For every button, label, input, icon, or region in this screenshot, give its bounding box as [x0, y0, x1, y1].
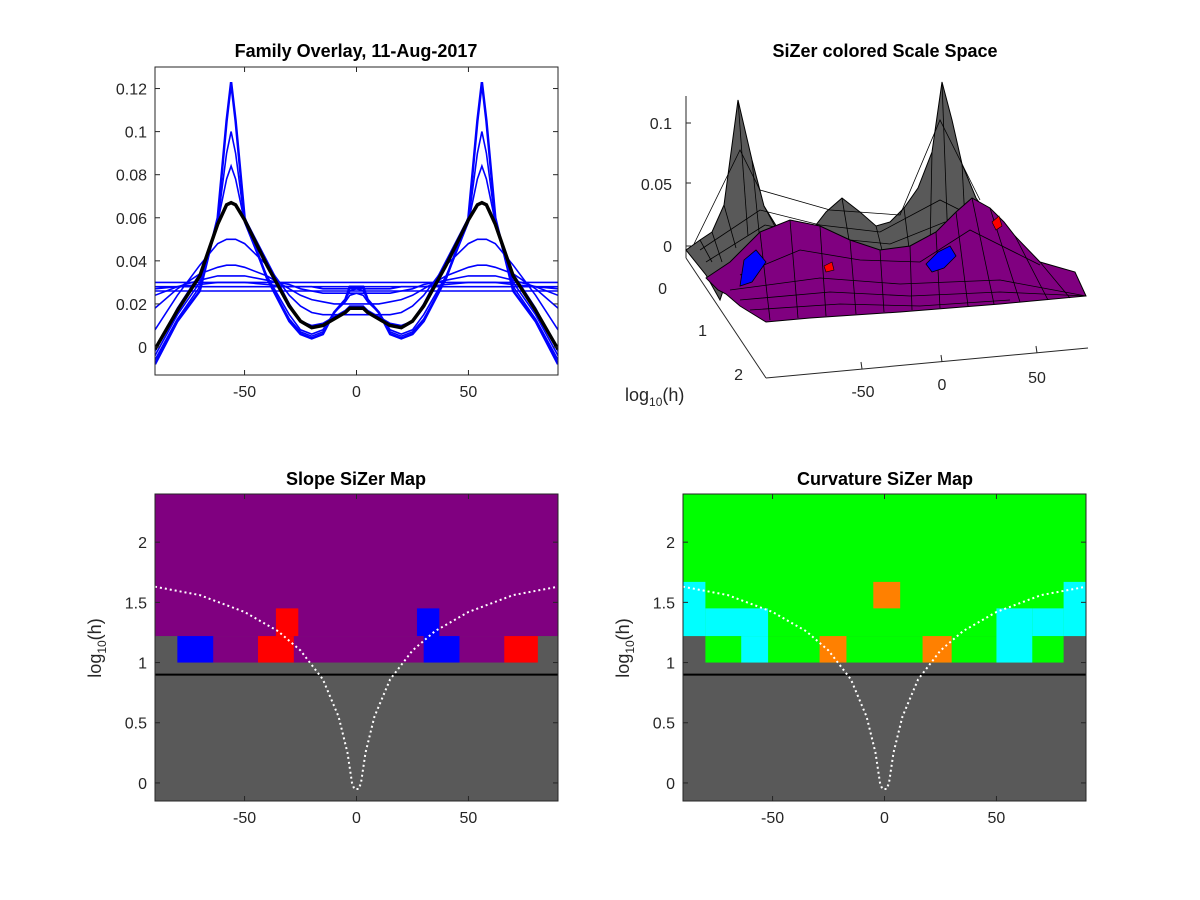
scale-space-y-axis [685, 257, 767, 379]
scale-space-y-tick-label: 1 [698, 323, 707, 340]
slope-sizer-y-tick-label: 2 [138, 535, 147, 552]
overlay-highlight-line [155, 200, 558, 351]
family-overlay-axes: -50 0 50 0 0.02 0.04 0.06 0.08 0.1 0.12 [116, 66, 559, 401]
scale-space-y-label: log10(h) [625, 385, 684, 409]
slope-sizer-panel: Slope SiZer Map -50 0 50 0 0.5 1 1.5 2 log10(h) [85, 469, 559, 827]
scale-space-z-tick-label: 0.05 [641, 177, 672, 194]
slope-sizer-y-tick-label: 0.5 [125, 716, 147, 733]
curvature-sizer-dotted-curve [683, 585, 1086, 790]
scale-space-x-tick-label: 50 [1028, 370, 1046, 387]
curvature-sizer-title: Curvature SiZer Map [797, 469, 973, 489]
curvature-sizer-y-label: log10(h) [613, 618, 637, 677]
slope-sizer-y-tick-label: 1 [138, 656, 147, 673]
scale-space-surface [685, 81, 1087, 323]
family-overlay-panel: Family Overlay, 11-Aug-2017 -50 0 50 0 0.02 0… [116, 41, 559, 401]
slope-sizer-cell-red [504, 636, 538, 663]
slope-sizer-x-tick-label: -50 [233, 810, 256, 827]
scale-space-y-ticks: 0 1 2 [658, 281, 743, 384]
scale-space-y-tick-label: 0 [658, 281, 667, 298]
curvature-sizer-cell-orange [922, 636, 952, 663]
overlay-series-line [155, 264, 558, 309]
family-overlay-lines [155, 81, 558, 365]
slope-sizer-dotted-curve [155, 585, 558, 790]
scale-space-x-axis [765, 347, 1089, 379]
curvature-sizer-panel: Curvature SiZer Map -50 0 50 0 0.5 1 1.5 2 log1… [613, 469, 1087, 827]
scale-space-z-ticks: 0 0.05 0.1 [641, 116, 691, 256]
slope-sizer-cell-red [275, 608, 299, 637]
scale-space-x-tick-label: -50 [851, 384, 874, 401]
overlay-series-line [155, 275, 558, 297]
scale-space-x-tick-label: 0 [938, 377, 947, 394]
family-overlay-title: Family Overlay, 11-Aug-2017 [235, 41, 478, 61]
slope-sizer-x-tick-label: 50 [460, 810, 478, 827]
scale-space-z-tick-label: 0.1 [650, 116, 672, 133]
curvature-sizer-cell-cyan [741, 636, 769, 663]
curvature-sizer-map [683, 494, 1086, 801]
curvature-sizer-cell-orange [873, 581, 901, 609]
curvature-sizer-cell-cyan [1063, 581, 1086, 637]
scale-space-panel: SiZer colored Scale Space 0 0.05 0.1 0 1… [625, 41, 1089, 409]
family-overlay-x-tick-label: 0 [352, 384, 361, 401]
overlay-series-line [155, 238, 558, 331]
family-overlay-y-tick-label: 0.02 [116, 297, 147, 314]
slope-sizer-title: Slope SiZer Map [286, 469, 426, 489]
surface-red-patch [823, 261, 835, 273]
curvature-sizer-x-tick-label: 0 [880, 810, 889, 827]
curvature-sizer-cell-cyan [996, 608, 1033, 663]
surface-blue-patch [925, 245, 957, 273]
scale-space-z-tick-label: 0 [663, 239, 672, 256]
slope-sizer-cell-blue [177, 636, 214, 663]
curvature-sizer-x-tick-label: 50 [988, 810, 1006, 827]
slope-sizer-x-tick-label: 0 [352, 810, 361, 827]
family-overlay-y-tick-label: 0.04 [116, 254, 147, 271]
slope-sizer-axes: -50 0 50 0 0.5 1 1.5 2 [125, 493, 559, 827]
curvature-sizer-cell-cyan [705, 608, 769, 637]
family-overlay-plot-area [155, 67, 558, 375]
curvature-sizer-cell-cyan [683, 581, 706, 637]
scale-space-y-tick-label: 2 [734, 367, 743, 384]
surface-red-patch [991, 215, 1003, 231]
slope-sizer-y-tick-label: 0 [138, 776, 147, 793]
curvature-sizer-y-tick-label: 0.5 [653, 716, 675, 733]
family-overlay-y-tick-label: 0.08 [116, 168, 147, 185]
curvature-sizer-cell-orange [819, 636, 847, 663]
slope-sizer-map [155, 494, 558, 801]
slope-sizer-cell-purple [177, 636, 536, 663]
curvature-sizer-y-tick-label: 2 [666, 535, 675, 552]
slope-sizer-cell-purple [155, 494, 558, 637]
family-overlay-y-tick-label: 0 [138, 340, 147, 357]
slope-sizer-y-tick-label: 1.5 [125, 595, 147, 612]
surface-blue-patch [739, 249, 767, 287]
slope-sizer-cell-blue [423, 636, 460, 663]
family-overlay-y-tick-label: 0.06 [116, 211, 147, 228]
curvature-sizer-y-tick-label: 1 [666, 656, 675, 673]
scale-space-x-ticks: -50 0 50 [851, 345, 1046, 401]
family-overlay-x-tick-label: -50 [233, 384, 256, 401]
slope-sizer-cell-blue [416, 608, 440, 637]
curvature-sizer-y-tick-label: 0 [666, 776, 675, 793]
scale-space-title: SiZer colored Scale Space [772, 41, 997, 61]
curvature-sizer-y-tick-label: 1.5 [653, 595, 675, 612]
surface-purple-mesh [729, 197, 1087, 321]
family-overlay-x-tick-label: 50 [460, 384, 478, 401]
slope-sizer-y-label: log10(h) [85, 618, 109, 677]
family-overlay-y-tick-label: 0.1 [125, 125, 147, 142]
curvature-sizer-axes: -50 0 50 0 0.5 1 1.5 2 [653, 493, 1087, 827]
curvature-sizer-x-tick-label: -50 [761, 810, 784, 827]
family-overlay-y-tick-label: 0.12 [116, 82, 147, 99]
curvature-sizer-cell-cyan [1032, 608, 1064, 637]
